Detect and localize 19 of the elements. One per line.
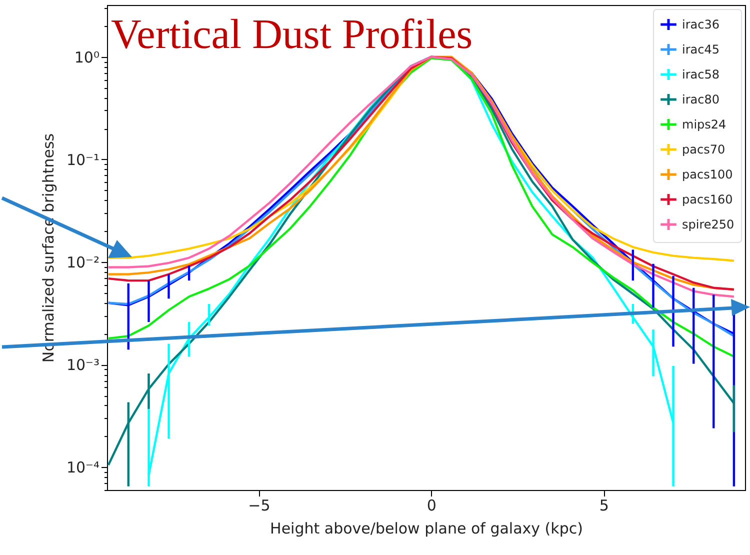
y-tick-label: 10⁻³ <box>66 356 100 374</box>
legend-label: irac45 <box>682 42 720 56</box>
legend-label: pacs100 <box>682 168 733 182</box>
y-tick-label: 10⁻¹ <box>66 150 100 169</box>
chart-title: Vertical Dust Profiles <box>111 12 473 58</box>
legend-label: spire250 <box>682 218 734 232</box>
x-tick-label: 0 <box>426 496 436 514</box>
x-axis-title: Height above/below plane of galaxy (kpc) <box>270 520 583 538</box>
x-tick-label: 5 <box>599 496 609 514</box>
legend-label: pacs70 <box>682 142 726 156</box>
legend-label: irac36 <box>682 18 720 32</box>
legend-label: irac58 <box>682 68 720 82</box>
x-tick-label: −5 <box>248 496 270 514</box>
y-tick-label: 10⁻² <box>66 254 100 272</box>
legend-label: pacs160 <box>682 192 733 206</box>
y-tick-label: 10⁰ <box>74 48 100 66</box>
y-tick-label: 10⁻⁴ <box>66 458 100 477</box>
legend-label: mips24 <box>682 118 726 132</box>
legend-label: irac80 <box>682 92 720 106</box>
